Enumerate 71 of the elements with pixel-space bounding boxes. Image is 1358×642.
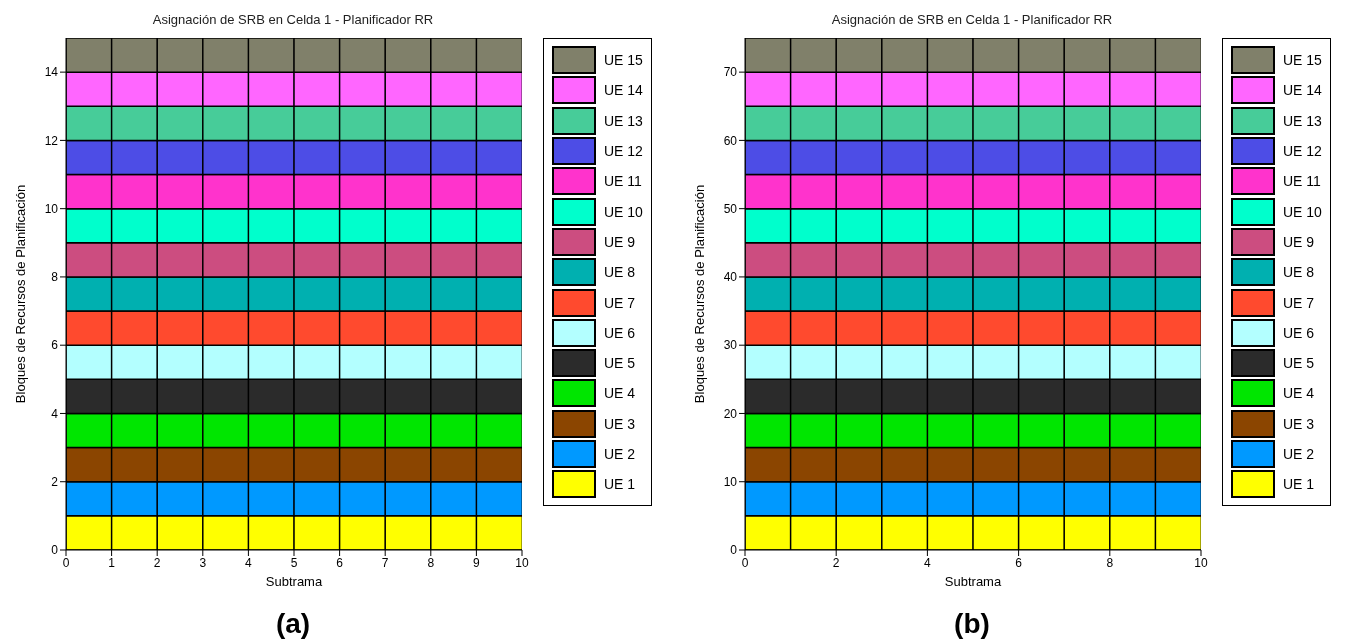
y-tick-label: 10: [44, 201, 59, 216]
legend-label: UE 13: [1283, 112, 1322, 129]
y-tick-label: 2: [51, 474, 59, 489]
y-tick-label: 14: [44, 65, 59, 80]
legend-label: UE 15: [1283, 52, 1322, 69]
y-tick-label: 4: [51, 406, 59, 421]
y-tick-label: 8: [51, 270, 59, 285]
x-tick-label: 1: [108, 555, 116, 570]
x-axis-title: Subtrama: [265, 574, 323, 589]
legend-label: UE 5: [1283, 355, 1315, 372]
y-tick-label: 6: [51, 338, 59, 353]
y-tick-label: 0: [51, 543, 59, 558]
y-tick-label: 12: [44, 133, 59, 148]
legend-label: UE 14: [1283, 82, 1322, 99]
y-tick-label: 0: [730, 543, 738, 558]
legend-label: UE 11: [604, 173, 642, 190]
x-tick-label: 2: [153, 555, 161, 570]
y-tick-label: 50: [723, 201, 738, 216]
y-tick-label: 60: [723, 133, 738, 148]
legend-label: UE 13: [604, 112, 643, 129]
legend-label: UE 3: [1283, 415, 1315, 432]
x-tick-label: 9: [473, 555, 481, 570]
legend-label: UE 1: [604, 476, 636, 493]
y-axis-title: Bloques de Recursos de Planificación: [12, 184, 28, 404]
x-tick-label: 10: [1194, 555, 1208, 570]
text: (a): [274, 608, 312, 640]
legend-label: UE 4: [604, 385, 636, 402]
y-axis-title: Bloques de Recursos de Planificación: [691, 184, 707, 404]
legend-label: UE 1: [1283, 476, 1315, 493]
legend-label: UE 10: [604, 203, 643, 220]
legend-label: UE 2: [604, 446, 636, 462]
x-tick-label: 5: [290, 555, 298, 570]
x-tick-label: 4: [924, 555, 932, 570]
legend-label: UE 14: [604, 82, 643, 99]
legend-label: UE 12: [604, 143, 643, 160]
legend-label: UE 5: [604, 355, 636, 372]
text: (b): [953, 608, 991, 640]
x-tick-label: 10: [515, 555, 529, 570]
x-axis-title: Subtrama: [944, 574, 1002, 589]
x-tick-label: 8: [1106, 555, 1114, 570]
chart-title: Asignación de SRB en Celda 1 - Planificador RR: [830, 12, 1114, 27]
legend-label: UE 7: [1283, 294, 1315, 311]
x-tick-label: 0: [62, 555, 70, 570]
y-tick-label: 70: [723, 65, 738, 80]
legend-label: UE 4: [1283, 385, 1315, 402]
x-tick-label: 8: [427, 555, 435, 570]
legend-label: UE 7: [604, 294, 636, 311]
legend-label: UE 8: [604, 264, 636, 281]
legend-label: UE 15: [604, 52, 643, 69]
legend-label: UE 2: [1283, 446, 1315, 462]
chart-title: Asignación de SRB en Celda 1 - Planificador RR: [151, 12, 435, 27]
legend-label: UE 11: [1283, 173, 1321, 190]
legend-label: UE 10: [1283, 203, 1322, 220]
x-tick-label: 0: [741, 555, 749, 570]
legend-label: UE 8: [1283, 264, 1315, 281]
legend-label: UE 3: [604, 415, 636, 432]
legend-label: UE 6: [604, 324, 636, 341]
x-tick-label: 3: [199, 555, 207, 570]
y-tick-label: 30: [723, 338, 738, 353]
x-tick-label: 6: [1015, 555, 1023, 570]
x-tick-label: 4: [245, 555, 253, 570]
legend-label: UE 9: [1283, 233, 1315, 250]
y-tick-label: 20: [723, 406, 738, 421]
legend-label: UE 6: [1283, 324, 1315, 341]
x-tick-label: 7: [381, 555, 389, 570]
y-tick-label: 40: [723, 270, 738, 285]
legend-label: UE 12: [1283, 143, 1322, 160]
legend-label: UE 9: [604, 233, 636, 250]
y-tick-label: 10: [723, 474, 738, 489]
x-tick-label: 6: [336, 555, 344, 570]
x-tick-label: 2: [832, 555, 840, 570]
